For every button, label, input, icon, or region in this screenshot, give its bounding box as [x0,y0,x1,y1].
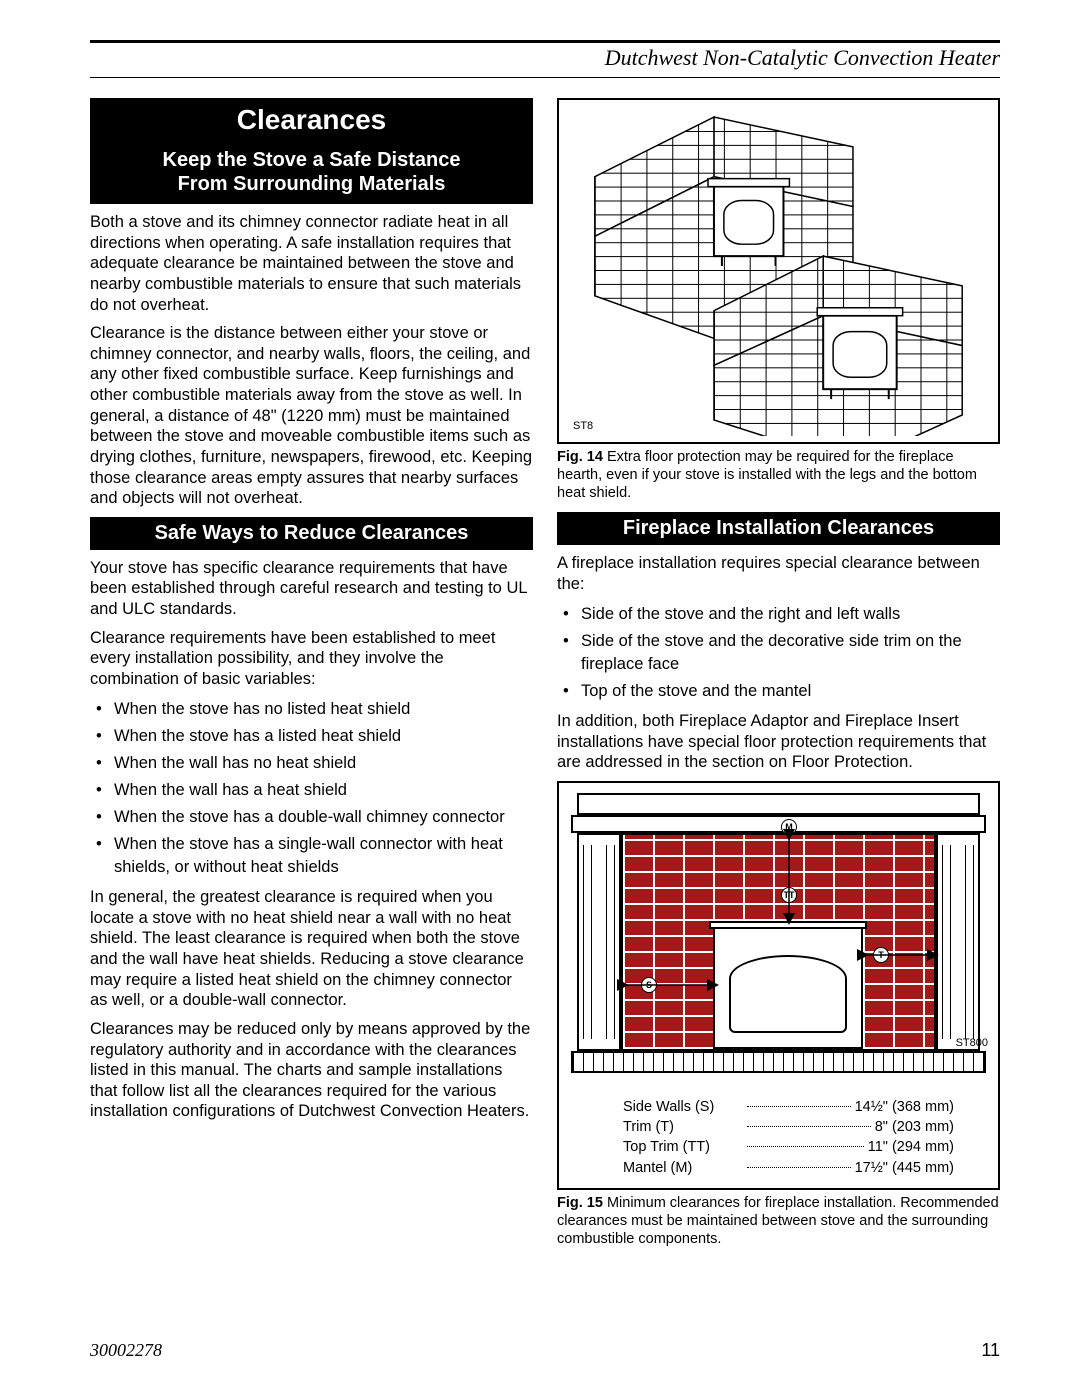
clearance-value: 17½" (445 mm) [855,1158,954,1178]
figure-15-illustration: M TT T S ST800 [563,787,994,1087]
figure-15-number: Fig. 15 [557,1195,603,1211]
list-item: When the stove has a single-wall connect… [114,833,533,879]
marker-m: M [781,819,797,835]
list-item: When the wall has a heat shield [114,779,533,802]
clearance-value: 11" (294 mm) [868,1137,954,1157]
stove-top-rail [709,921,867,929]
document-number: 30002278 [90,1340,162,1361]
list-item: When the stove has a listed heat shield [114,725,533,748]
table-row: Trim (T) 8" (203 mm) [623,1117,954,1137]
clearance-label: Mantel (M) [623,1158,743,1178]
paragraph: Your stove has specific clearance requir… [90,558,533,620]
page-number: 11 [981,1340,1000,1361]
right-column: ST8 Fig. 14 Extra floor protection may b… [557,98,1000,1258]
clearance-label: Trim (T) [623,1117,743,1137]
bullet-list: When the stove has no listed heat shield… [114,698,533,880]
mantel-top [577,793,980,815]
subheading-reduce-clearances: Safe Ways to Reduce Clearances [90,517,533,550]
pilaster-right [936,833,980,1051]
figure-14-code: ST8 [573,420,593,432]
paragraph: In addition, both Fireplace Adaptor and … [557,711,1000,773]
stove-front [713,927,863,1049]
paragraph: Both a stove and its chimney connector r… [90,212,533,315]
hearth-base [571,1051,986,1073]
figure-14-caption: Fig. 14 Extra floor protection may be re… [557,448,1000,502]
paragraph: Clearances may be reduced only by means … [90,1019,533,1122]
subheading-fireplace-clearances: Fireplace Installation Clearances [557,512,1000,545]
figure-15-code: ST800 [956,1037,988,1049]
clearance-label: Top Trim (TT) [623,1137,743,1157]
paragraph: Clearance is the distance between either… [90,323,533,509]
paragraph: A fireplace installation requires specia… [557,553,1000,594]
list-item: Side of the stove and the right and left… [581,603,1000,626]
figure-15-caption-text: Minimum clearances for fireplace install… [557,1195,999,1247]
header-title: Dutchwest Non-Catalytic Convection Heate… [90,45,1000,78]
clearance-table: Side Walls (S) 14½" (368 mm) Trim (T) 8" (2… [623,1097,954,1178]
two-column-layout: Clearances Keep the Stove a Safe Distanc… [90,98,1000,1258]
figure-14-illustration: ST8 [565,106,992,436]
figure-14-box: ST8 [557,98,1000,444]
left-column: Clearances Keep the Stove a Safe Distanc… [90,98,533,1258]
table-row: Top Trim (TT) 11" (294 mm) [623,1137,954,1157]
header-rule [90,40,1000,43]
subheading-safe-distance: Keep the Stove a Safe DistanceFrom Surro… [90,142,533,204]
figure-15-box: M TT T S ST800 [557,781,1000,1190]
figure-14-number: Fig. 14 [557,449,603,465]
section-title-clearances: Clearances [90,98,533,142]
marker-tt: TT [781,887,797,903]
paragraph: Clearance requirements have been establi… [90,628,533,690]
figure-14-caption-text: Extra floor protection may be required f… [557,449,977,501]
figure-14-svg [565,106,992,436]
clearance-value: 14½" (368 mm) [855,1097,954,1117]
page-footer: 30002278 11 [90,1340,1000,1361]
list-item: When the stove has no listed heat shield [114,698,533,721]
figure-15-caption: Fig. 15 Minimum clearances for fireplace… [557,1194,1000,1248]
list-item: When the stove has a double-wall chimney… [114,806,533,829]
marker-t: T [873,947,889,963]
table-row: Mantel (M) 17½" (445 mm) [623,1158,954,1178]
list-item: When the wall has no heat shield [114,752,533,775]
pilaster-left [577,833,621,1051]
clearance-label: Side Walls (S) [623,1097,743,1117]
paragraph: In general, the greatest clearance is re… [90,887,533,1011]
bullet-list: Side of the stove and the right and left… [581,603,1000,703]
clearance-value: 8" (203 mm) [875,1117,954,1137]
list-item: Side of the stove and the decorative sid… [581,630,1000,676]
marker-s: S [641,977,657,993]
stove-door [729,955,847,1033]
mantel-shelf [571,815,986,833]
page: Dutchwest Non-Catalytic Convection Heate… [0,0,1080,1288]
table-row: Side Walls (S) 14½" (368 mm) [623,1097,954,1117]
list-item: Top of the stove and the mantel [581,680,1000,703]
